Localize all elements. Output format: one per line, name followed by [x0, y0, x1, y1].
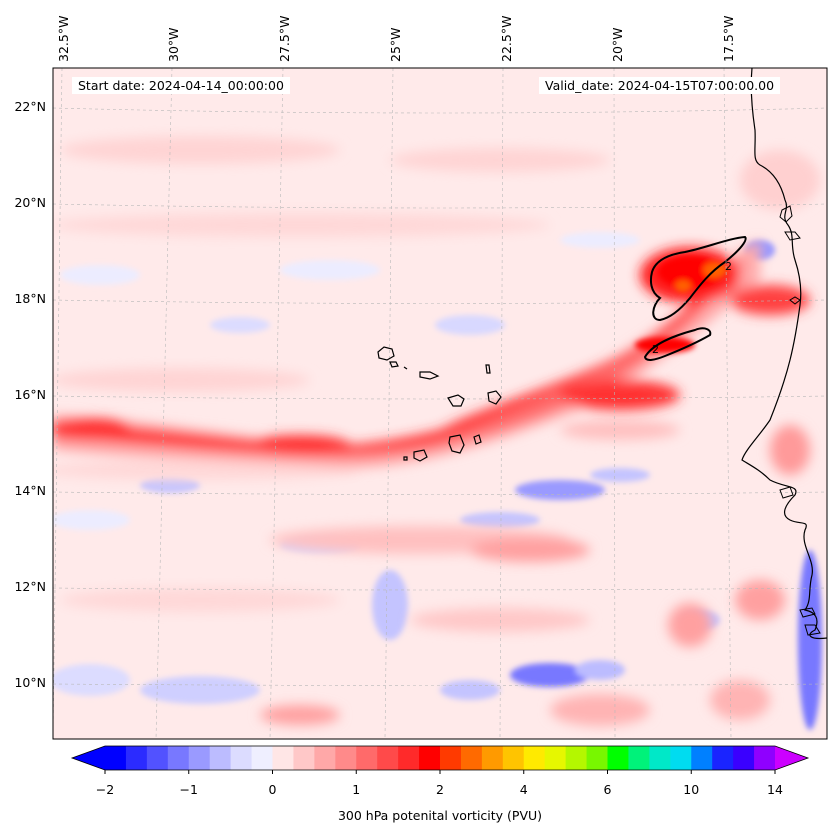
map-border — [52, 67, 828, 740]
colorbar-tick-label: −1 — [179, 782, 198, 797]
coastline-detail — [779, 205, 821, 636]
colorbar-segment — [607, 746, 629, 770]
longitude-label: 30°W — [166, 27, 181, 62]
colorbar-segment — [586, 746, 608, 770]
colorbar-segment — [712, 746, 734, 770]
colorbar-segment — [209, 746, 232, 770]
colorbar-segment — [544, 746, 567, 770]
colorbar-segment — [691, 746, 713, 770]
colorbar-segment — [125, 746, 148, 770]
colorbar-extend-low — [72, 746, 105, 770]
colorbar-segment — [314, 746, 336, 770]
colorbar-segment — [649, 746, 671, 770]
longitude-label: 17.5°W — [721, 15, 736, 62]
colorbar-segment — [523, 746, 546, 770]
colorbar-segment — [419, 746, 441, 770]
pv-streamer — [53, 240, 810, 469]
colorbar-label: 300 hPa potenital vorticity (PVU) — [337, 808, 543, 823]
colorbar-tick-label: 1 — [352, 782, 361, 797]
latitude-label: 10°N — [14, 675, 46, 690]
weak-pv-bands — [53, 136, 820, 726]
latitude-label: 20°N — [14, 195, 46, 210]
colorbar-segment — [293, 746, 315, 770]
cape-verde-islands — [377, 346, 502, 462]
graticule — [53, 68, 827, 739]
colorbar-segment — [146, 746, 169, 770]
colorbar-segment — [733, 746, 755, 770]
map-area: 2 2 — [53, 68, 827, 739]
colorbar-tick-label: 4 — [519, 782, 528, 797]
colorbar-segment — [105, 746, 127, 770]
colorbar-tick-label: 6 — [603, 782, 612, 797]
start-date-label: Start date: 2024-04-14_00:00:00 — [72, 77, 290, 94]
longitude-label: 25°W — [388, 27, 403, 62]
colorbar — [70, 745, 810, 774]
colorbar-segment — [565, 746, 588, 770]
colorbar-segment — [230, 746, 253, 770]
valid-date-label: Valid_date: 2024-04-15T07:00:00.00 — [539, 77, 781, 94]
colorbar-segment — [754, 746, 776, 770]
longitude-label: 32.5°W — [56, 15, 71, 62]
colorbar-tick-label: 14 — [767, 782, 783, 797]
colorbar-tick-label: −2 — [95, 782, 115, 797]
colorbar-segment — [377, 746, 399, 770]
colorbar-segment — [272, 746, 294, 770]
latitude-label: 16°N — [14, 387, 46, 402]
pv-contour-2b — [643, 327, 712, 361]
colorbar-tick-label: 0 — [268, 782, 277, 797]
negative-pv-patches — [53, 232, 822, 730]
colorbar-segment — [440, 746, 462, 770]
colorbar-segment — [628, 746, 650, 770]
latitude-label: 22°N — [14, 99, 46, 114]
colorbar-segment — [335, 746, 357, 770]
colorbar-segment — [460, 746, 483, 770]
latitude-label: 12°N — [14, 579, 46, 594]
latitude-label: 18°N — [14, 291, 46, 306]
longitude-label: 20°W — [610, 27, 625, 62]
colorbar-segment — [167, 746, 190, 770]
colorbar-segment — [481, 746, 504, 770]
longitude-label: 27.5°W — [277, 15, 292, 62]
latitude-label: 14°N — [14, 483, 46, 498]
colorbar-segment — [398, 746, 420, 770]
colorbar-segment — [188, 746, 211, 770]
colorbar-segment — [251, 746, 273, 770]
colorbar-segment — [356, 746, 378, 770]
contour-label-b: 2 — [652, 343, 659, 356]
colorbar-tick-label: 10 — [683, 782, 700, 797]
african-coastline — [741, 68, 827, 640]
longitude-label: 22.5°W — [499, 15, 514, 62]
colorbar-segment — [670, 746, 692, 770]
colorbar-tick-label: 2 — [436, 782, 444, 797]
colorbar-extend-high — [775, 746, 808, 770]
pv-contour-2 — [650, 235, 747, 322]
contour-label: 2 — [725, 260, 732, 273]
colorbar-segment — [502, 746, 525, 770]
